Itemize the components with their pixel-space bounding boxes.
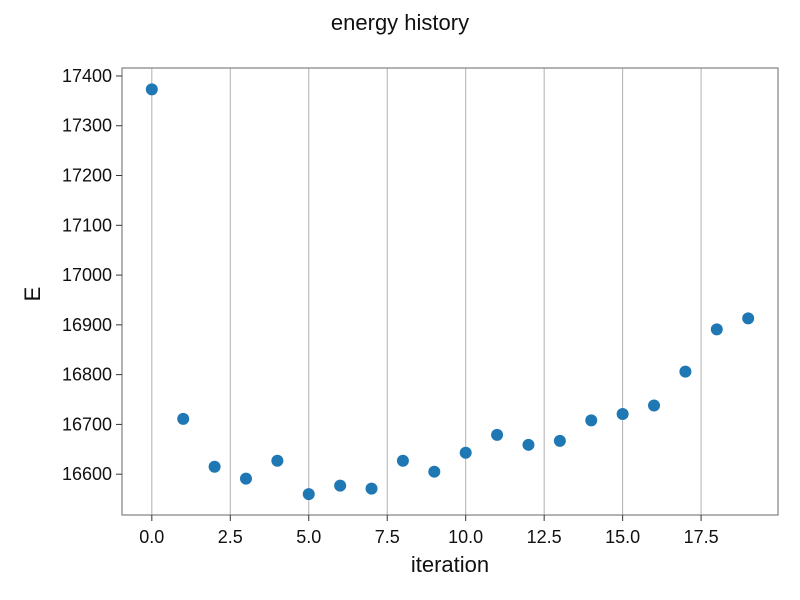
data-point — [679, 365, 692, 378]
y-axis-label: E — [20, 287, 45, 302]
y-tick-label: 16800 — [62, 365, 112, 385]
data-point — [522, 438, 535, 451]
data-point — [334, 479, 347, 492]
data-point — [459, 446, 472, 459]
x-tick-label: 10.0 — [448, 527, 483, 547]
data-point — [553, 434, 566, 447]
x-tick-label: 15.0 — [605, 527, 640, 547]
data-point — [648, 399, 661, 412]
data-point — [742, 312, 755, 325]
y-tick-label: 16600 — [62, 464, 112, 484]
data-point — [208, 460, 221, 473]
plot-frame — [121, 67, 779, 516]
y-tick-label: 16900 — [62, 315, 112, 335]
data-point — [428, 465, 441, 478]
data-point — [491, 428, 504, 441]
y-tick-label: 16700 — [62, 414, 112, 434]
data-points — [145, 83, 755, 501]
data-point — [585, 414, 598, 427]
x-axis-ticks: 0.0 2.5 5.0 7.5 10.0 12.5 15.0 17.5 — [139, 515, 719, 547]
x-tick-label: 17.5 — [684, 527, 719, 547]
y-tick-label: 17200 — [62, 166, 112, 186]
data-point — [710, 323, 723, 336]
data-point — [396, 454, 409, 467]
x-tick-label: 5.0 — [296, 527, 321, 547]
x-tick-label: 0.0 — [139, 527, 164, 547]
y-axis-ticks: 16600 16700 16800 16900 17000 17100 17200 17300… — [62, 66, 122, 484]
data-point — [145, 83, 158, 96]
x-tick-label: 7.5 — [375, 527, 400, 547]
data-point — [177, 412, 190, 425]
grid-lines — [151, 68, 702, 515]
data-point — [239, 472, 252, 485]
x-axis-label: iteration — [411, 552, 489, 577]
data-point — [616, 407, 629, 420]
y-tick-label: 17400 — [62, 66, 112, 86]
y-tick-label: 17000 — [62, 265, 112, 285]
data-point — [365, 482, 378, 495]
data-point — [302, 488, 315, 501]
data-point — [271, 454, 284, 467]
y-tick-label: 17100 — [62, 215, 112, 235]
x-tick-label: 2.5 — [218, 527, 243, 547]
y-tick-label: 17300 — [62, 116, 112, 136]
chart-title: energy history — [331, 10, 469, 35]
x-tick-label: 12.5 — [527, 527, 562, 547]
